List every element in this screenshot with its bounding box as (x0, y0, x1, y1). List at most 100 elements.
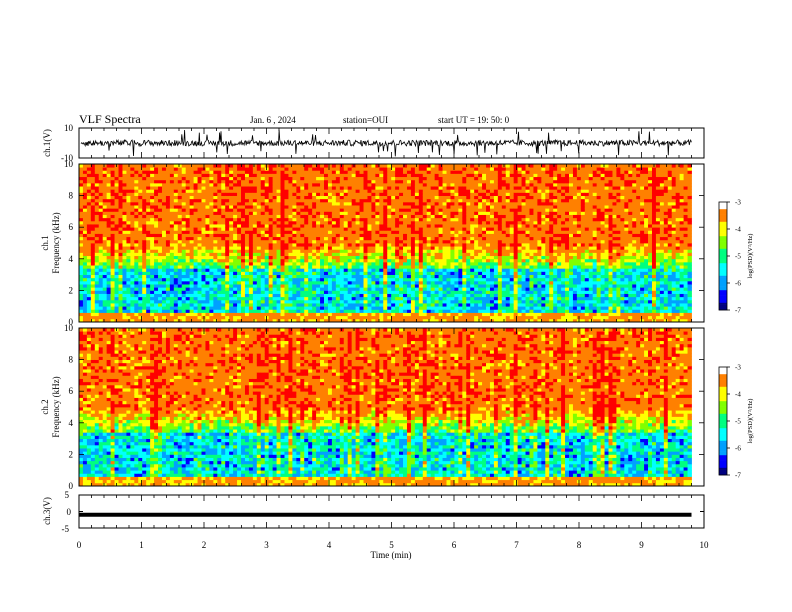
spectrogram-cell (308, 275, 312, 279)
spectrogram-cell (186, 183, 190, 187)
spectrogram-cell (194, 215, 198, 219)
spectrogram-cell (300, 211, 304, 215)
spectrogram-cell (91, 256, 95, 260)
spectrogram-cell (288, 189, 292, 193)
spectrogram-cell (324, 189, 328, 193)
spectrogram-cell (431, 205, 435, 209)
spectrogram-cell (288, 167, 292, 171)
spectrogram-cell (221, 281, 225, 285)
spectrogram-cell (269, 240, 273, 244)
spectrogram-cell (399, 221, 403, 225)
spectrogram-cell (265, 268, 269, 272)
spectrogram-cell (162, 170, 166, 174)
spectrogram-cell (387, 164, 391, 168)
spectrogram-cell (83, 275, 87, 279)
spectrogram-cell (308, 297, 312, 301)
spectrogram-cell (304, 215, 308, 219)
spectrogram-cell (269, 306, 273, 310)
spectrogram-cell (273, 221, 277, 225)
spectrogram-cell (107, 316, 111, 320)
spectrogram-cell (336, 290, 340, 294)
spectrogram-cell (324, 246, 328, 250)
spectrogram-cell (237, 192, 241, 196)
spectrogram-cell (142, 243, 146, 247)
spectrogram-cell (241, 265, 245, 269)
spectrogram-cell (233, 196, 237, 200)
spectrogram-cell (340, 240, 344, 244)
spectrogram-cell (288, 294, 292, 298)
spectrogram-cell (194, 278, 198, 282)
spectrogram-cell (209, 249, 213, 253)
spectrogram-cell (91, 259, 95, 263)
spectrogram-cell (115, 294, 119, 298)
spectrogram-cell (142, 265, 146, 269)
spectrogram-cell (83, 271, 87, 275)
spectrogram-cell (375, 211, 379, 215)
spectrogram-cell (229, 230, 233, 234)
spectrogram-cell (119, 221, 123, 225)
spectrogram-cell (296, 271, 300, 275)
spectrogram-cell (257, 313, 261, 317)
spectrogram-cell (447, 243, 451, 247)
spectrogram-cell (364, 199, 368, 203)
spectrogram-cell (312, 300, 316, 304)
spectrogram-cell (407, 309, 411, 313)
spectrogram-cell (292, 297, 296, 301)
spectrogram-cell (186, 230, 190, 234)
spectrogram-cell (257, 249, 261, 253)
spectrogram-cell (142, 246, 146, 250)
spectrogram-cell (83, 262, 87, 266)
spectrogram-cell (431, 265, 435, 269)
spectrogram-cell (435, 211, 439, 215)
spectrogram-cell (273, 183, 277, 187)
spectrogram-cell (111, 164, 115, 168)
spectrogram-cell (91, 167, 95, 171)
spectrogram-cell (174, 249, 178, 253)
spectrogram-cell (387, 278, 391, 282)
spectrogram-cell (344, 246, 348, 250)
spectrogram-cell (103, 278, 107, 282)
spectrogram-cell (312, 224, 316, 228)
spectrogram-cell (241, 306, 245, 310)
spectrogram-cell (462, 294, 466, 298)
spectrogram-cell (205, 167, 209, 171)
spectrogram-cell (130, 208, 134, 212)
spectrogram-cell (142, 297, 146, 301)
spectrogram-cell (364, 268, 368, 272)
spectrogram-cell (407, 230, 411, 234)
spectrogram-cell (296, 218, 300, 222)
spectrogram-cell (99, 189, 103, 193)
spectrogram-cell (221, 186, 225, 190)
spectrogram-cell (178, 224, 182, 228)
spectrogram-cell (439, 316, 443, 320)
spectrogram-cell (202, 284, 206, 288)
spectrogram-cell (300, 268, 304, 272)
spectrogram-cell (300, 183, 304, 187)
spectrogram-cell (375, 173, 379, 177)
spectrogram-cell (439, 265, 443, 269)
spectrogram-cell (190, 294, 194, 298)
spectrogram-cell (348, 164, 352, 168)
spectrogram-cell (356, 202, 360, 206)
spectrogram-cell (146, 316, 150, 320)
spectrogram-cell (403, 196, 407, 200)
spectrogram-cell (407, 177, 411, 181)
spectrogram-cell (178, 230, 182, 234)
spectrogram-cell (308, 256, 312, 260)
spectrogram-cell (186, 215, 190, 219)
spectrogram-cell (142, 224, 146, 228)
spectrogram-cell (257, 294, 261, 298)
spectrogram-cell (312, 271, 316, 275)
spectrogram-cell (265, 309, 269, 313)
spectrogram-cell (91, 271, 95, 275)
spectrogram-cell (186, 249, 190, 253)
spectrogram-cell (403, 224, 407, 228)
spectrogram-cell (249, 183, 253, 187)
spectrogram-cell (415, 290, 419, 294)
spectrogram-cell (462, 290, 466, 294)
spectrogram-cell (261, 177, 265, 181)
spectrogram-cell (308, 227, 312, 231)
spectrogram-cell (107, 294, 111, 298)
spectrogram-cell (182, 259, 186, 263)
spectrogram-cell (304, 224, 308, 228)
